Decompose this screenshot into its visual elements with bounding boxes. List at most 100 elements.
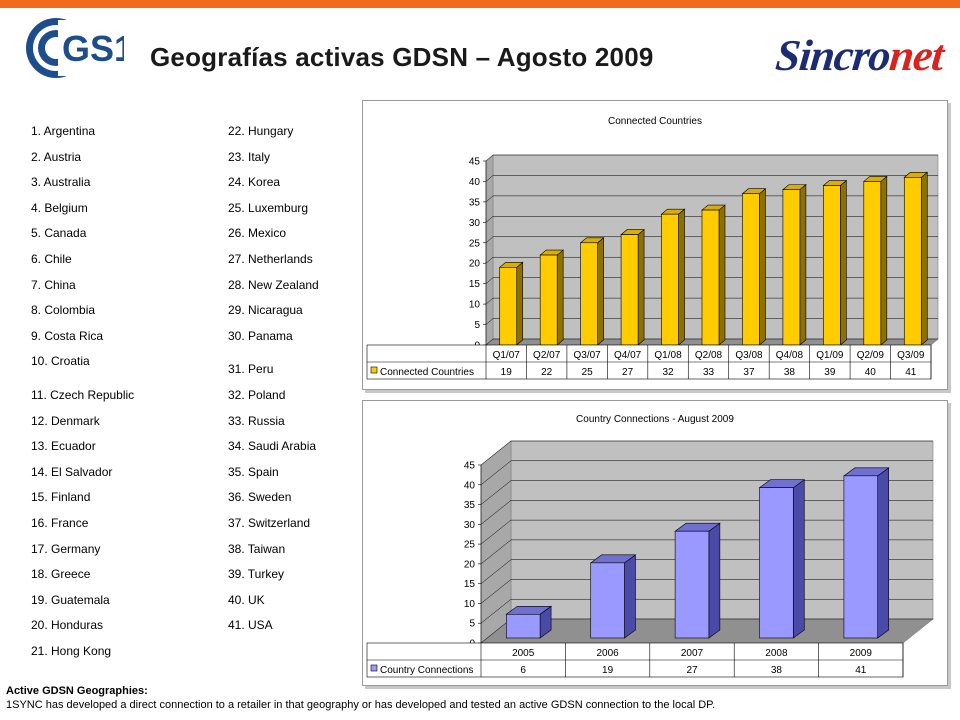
country-item: 18. Greece	[31, 567, 91, 582]
x-tick-label: Q2/08	[695, 350, 723, 361]
y-tick-label: 45	[464, 461, 476, 472]
country-item: 12. Denmark	[31, 413, 100, 428]
x-tick-label: Q2/09	[857, 350, 885, 361]
y-tick-label: 5	[469, 619, 475, 630]
gridline	[480, 440, 933, 466]
country-item: 28. New Zealand	[228, 277, 319, 292]
bar	[842, 467, 890, 639]
country-item: 14. El Salvador	[31, 464, 113, 479]
bar-side	[597, 237, 604, 346]
bar-front	[539, 254, 558, 346]
gridline	[485, 154, 938, 162]
chart-side-wall	[485, 154, 494, 346]
country-item: 4. Belgium	[31, 200, 88, 215]
x-tick-label: 2005	[512, 648, 535, 659]
bar-front	[580, 242, 598, 346]
data-label: 19	[602, 665, 614, 676]
bar	[822, 179, 848, 346]
bar	[539, 249, 565, 346]
bar-side	[877, 467, 889, 639]
bar	[782, 183, 807, 346]
y-tick-label: 5	[474, 320, 480, 331]
bar	[674, 522, 721, 639]
gs1-logo: GS1	[26, 18, 124, 78]
country-item: 35. Spain	[228, 464, 279, 479]
x-tick-label: 2009	[850, 648, 873, 659]
x-tick-label: Q3/08	[735, 350, 763, 361]
data-label: 27	[622, 367, 634, 378]
bar	[862, 175, 888, 346]
country-item: 7. China	[31, 277, 76, 292]
bar-front	[843, 475, 878, 639]
x-tick-label: Q3/07	[574, 350, 602, 361]
country-item: 6. Chile	[31, 252, 72, 266]
bar-side	[792, 479, 805, 639]
country-item: 11. Czech Republic	[31, 388, 135, 402]
country-item: 27. Netherlands	[228, 252, 313, 266]
bar-front	[620, 234, 639, 346]
data-label: 41	[905, 367, 917, 378]
country-item: 33. Russia	[228, 413, 285, 428]
legend-swatch	[370, 664, 378, 672]
country-item: 9. Costa Rica	[31, 328, 104, 343]
x-tick-label: Q4/07	[614, 350, 642, 361]
y-tick-label: 35	[469, 197, 481, 208]
bar-front	[782, 189, 801, 346]
bar-side	[556, 249, 564, 346]
bar-side	[516, 261, 524, 346]
country-item: 10. Croatia	[31, 354, 90, 369]
country-connections-chart: Country Connections - August 20090510152…	[362, 400, 948, 686]
footer-note: 1SYNC has developed a direct connection …	[6, 699, 716, 711]
bar-side	[708, 522, 721, 639]
bar-side	[637, 228, 645, 346]
top-accent-bar	[0, 0, 960, 8]
country-item: 24. Korea	[228, 175, 281, 190]
y-tick-label: 25	[464, 540, 476, 551]
bar	[579, 237, 605, 346]
data-label: 25	[582, 367, 594, 378]
y-tick-label: 10	[469, 300, 481, 311]
legend-label: Connected Countries	[380, 367, 474, 378]
bar	[758, 479, 806, 639]
data-label: 33	[703, 367, 715, 378]
legend-swatch	[370, 366, 378, 374]
x-tick-label: 2006	[596, 648, 619, 659]
x-tick-label: Q3/09	[897, 350, 925, 361]
bar	[498, 261, 524, 346]
y-tick-label: 30	[464, 520, 476, 531]
data-label: 37	[743, 367, 755, 378]
chart-side-wall	[480, 440, 512, 644]
x-tick-label: Q1/08	[654, 350, 682, 361]
data-label: 41	[855, 665, 867, 676]
bar-side	[880, 175, 888, 346]
bar-side	[840, 179, 847, 346]
country-item: 21. Hong Kong	[31, 644, 112, 658]
bar-side	[759, 188, 766, 346]
bar-front	[742, 193, 760, 346]
country-item: 38. Taiwan	[228, 541, 286, 556]
y-tick-label: 40	[464, 480, 476, 491]
y-tick-label: 45	[469, 157, 481, 168]
connected-countries-chart: Connected Countries051015202530354045Q1/…	[362, 100, 948, 390]
y-tick-label: 15	[469, 279, 481, 290]
data-label: 32	[662, 367, 674, 378]
country-item: 29. Nicaragua	[228, 303, 303, 318]
country-item: 20. Honduras	[31, 618, 104, 633]
data-label: 22	[541, 367, 553, 378]
country-item: 32. Poland	[228, 388, 286, 402]
sincronet-logo: Sincronet	[773, 31, 946, 80]
bar-side	[799, 183, 807, 346]
bar	[660, 208, 686, 346]
country-item: 2. Austria	[31, 149, 82, 164]
data-label: 6	[520, 665, 526, 676]
data-label: 27	[686, 665, 698, 676]
bar-front	[674, 530, 710, 639]
country-item: 31. Peru	[228, 362, 274, 377]
bar	[903, 171, 929, 346]
country-item: 17. Germany	[31, 541, 101, 556]
chart-svg: Country Connections - August 20090510152…	[366, 414, 934, 678]
x-tick-label: Q1/07	[493, 350, 521, 361]
bar-front	[661, 213, 679, 346]
country-item: 26. Mexico	[228, 226, 287, 241]
country-item: 19. Guatemala	[31, 592, 110, 607]
